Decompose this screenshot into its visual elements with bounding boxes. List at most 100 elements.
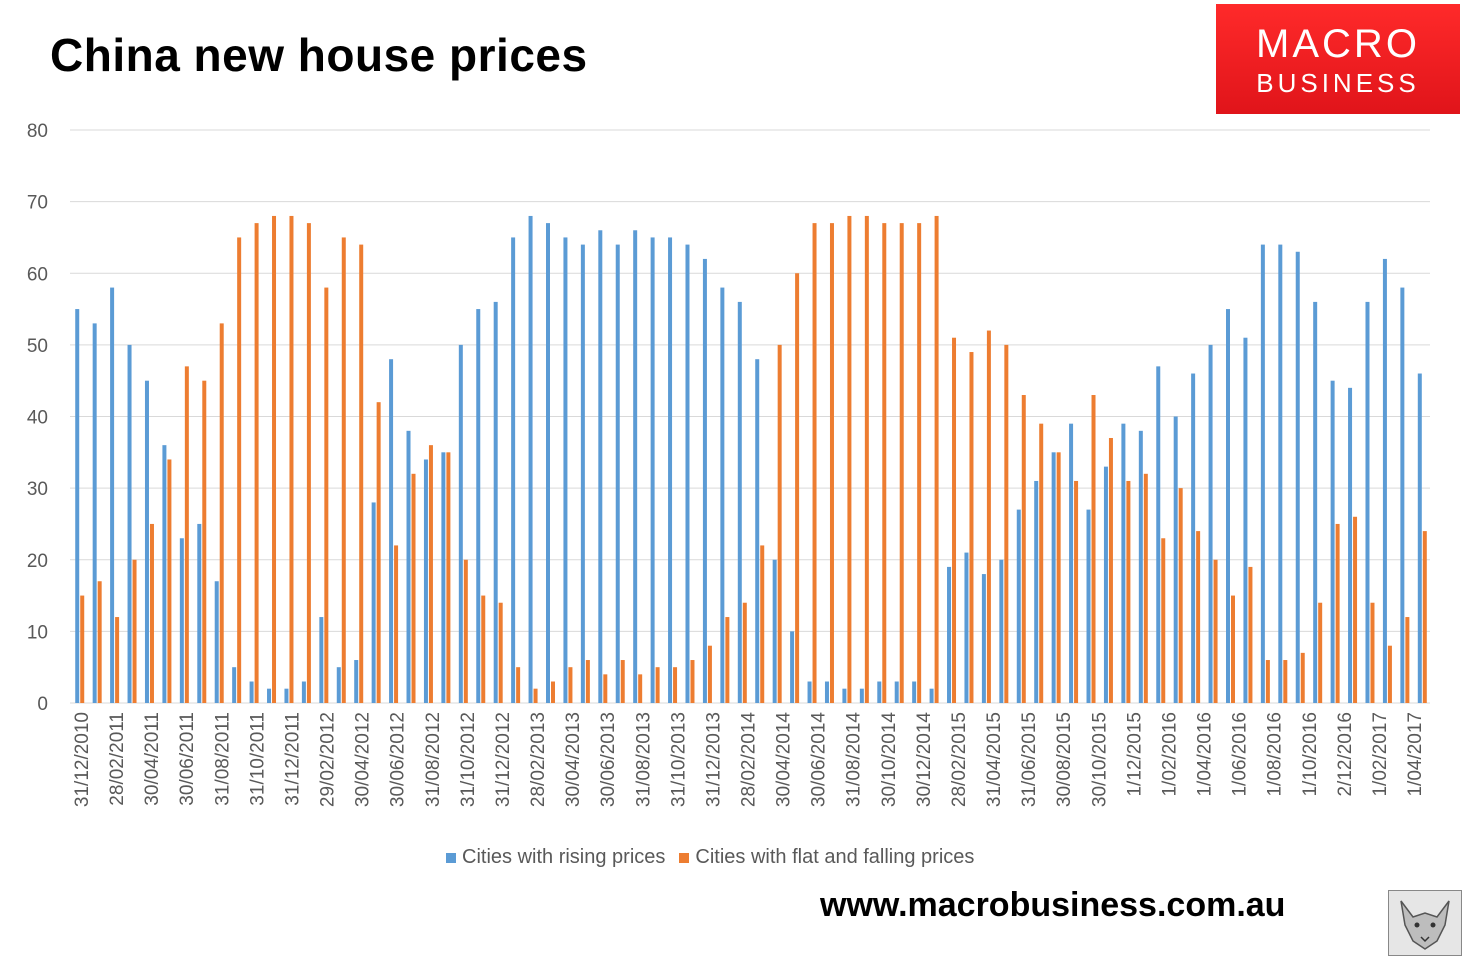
bar-rising bbox=[755, 359, 760, 703]
bar-falling bbox=[463, 559, 468, 703]
x-tick-label: 28/02/2011 bbox=[107, 712, 128, 806]
bar-rising bbox=[476, 309, 481, 703]
bar-rising bbox=[964, 552, 969, 703]
bar-falling bbox=[620, 660, 625, 703]
bar-rising bbox=[702, 258, 707, 703]
x-tick-label: 28/02/2015 bbox=[949, 712, 970, 807]
bar-rising bbox=[633, 230, 638, 703]
x-tick-label: 30/04/2013 bbox=[563, 712, 584, 807]
bar-falling bbox=[376, 402, 381, 703]
x-tick-label: 1/08/2016 bbox=[1265, 712, 1286, 797]
chart-legend: Cities with rising prices Cities with fl… bbox=[446, 846, 974, 869]
bar-rising bbox=[877, 681, 882, 703]
bar-rising bbox=[580, 244, 585, 703]
bar-falling bbox=[585, 660, 590, 703]
bar-falling bbox=[324, 287, 329, 703]
bar-falling bbox=[132, 559, 137, 703]
bar-rising bbox=[1243, 337, 1248, 703]
bar-falling bbox=[202, 380, 207, 703]
y-tick-label: 70 bbox=[27, 193, 48, 214]
bar-falling bbox=[237, 237, 242, 703]
bar-falling bbox=[1021, 395, 1026, 703]
bar-rising bbox=[319, 617, 324, 703]
bar-rising bbox=[668, 237, 673, 703]
bar-rising bbox=[650, 237, 655, 703]
bar-rising bbox=[1226, 309, 1230, 703]
bar-falling bbox=[1143, 473, 1148, 703]
logo-line-2: BUSINESS bbox=[1256, 68, 1420, 98]
bar-rising bbox=[1278, 244, 1283, 703]
bar-falling bbox=[359, 244, 364, 703]
bar-falling bbox=[795, 273, 800, 703]
bar-falling bbox=[568, 667, 573, 703]
bar-falling bbox=[1231, 595, 1235, 703]
x-tick-label: 30/04/2012 bbox=[353, 712, 374, 807]
bar-rising bbox=[981, 574, 986, 703]
bar-falling bbox=[1387, 645, 1392, 703]
x-tick-label: 30/04/2011 bbox=[142, 712, 163, 806]
bar-rising bbox=[162, 445, 167, 703]
bar-falling bbox=[184, 366, 189, 703]
bar-rising bbox=[458, 344, 463, 703]
bar-falling bbox=[690, 660, 695, 703]
logo-line-1: MACRO bbox=[1256, 22, 1420, 66]
x-tick-label: 28/02/2013 bbox=[528, 712, 549, 807]
x-tick-label: 31/10/2011 bbox=[247, 712, 268, 806]
bar-rising bbox=[127, 344, 132, 703]
x-tick-label: 1/02/2017 bbox=[1370, 712, 1391, 797]
bar-rising bbox=[441, 452, 446, 703]
bar-falling bbox=[1335, 523, 1340, 703]
bar-rising bbox=[197, 523, 202, 703]
x-tick-label: 30/06/2012 bbox=[388, 712, 409, 807]
bar-rising bbox=[301, 681, 306, 703]
bar-rising bbox=[493, 301, 498, 703]
bar-falling bbox=[777, 344, 782, 703]
bar-falling bbox=[864, 215, 869, 703]
bar-rising bbox=[807, 681, 812, 703]
bar-falling bbox=[533, 688, 538, 703]
bar-falling bbox=[411, 473, 416, 703]
x-tick-label: 31/10/2012 bbox=[458, 712, 479, 807]
bar-rising bbox=[824, 681, 829, 703]
bar-falling bbox=[1318, 602, 1323, 703]
bar-rising bbox=[110, 287, 115, 703]
x-tick-label: 30/06/2013 bbox=[598, 712, 619, 807]
bar-falling bbox=[742, 602, 747, 703]
bar-falling bbox=[882, 223, 887, 704]
bar-falling bbox=[394, 545, 399, 703]
bar-falling bbox=[306, 223, 311, 704]
bar-rising bbox=[685, 244, 690, 703]
x-tick-label: 2/12/2016 bbox=[1335, 712, 1356, 797]
bar-falling bbox=[1126, 480, 1131, 703]
bar-falling bbox=[917, 223, 922, 704]
bar-rising bbox=[1400, 287, 1405, 703]
bar-rising bbox=[1051, 452, 1056, 703]
bar-falling bbox=[97, 581, 102, 703]
bar-rising bbox=[75, 309, 80, 703]
bar-falling bbox=[847, 215, 852, 703]
bar-falling bbox=[655, 667, 660, 703]
y-tick-label: 20 bbox=[27, 551, 48, 572]
x-tick-label: 31/08/2013 bbox=[633, 712, 654, 807]
bar-falling bbox=[1353, 516, 1358, 703]
bar-falling bbox=[272, 215, 277, 703]
bar-rising bbox=[1016, 509, 1021, 703]
bar-falling bbox=[1178, 488, 1183, 703]
bar-falling bbox=[638, 674, 643, 703]
bar-rising bbox=[1295, 251, 1300, 703]
bar-falling bbox=[760, 545, 765, 703]
x-tick-label: 30/10/2014 bbox=[879, 712, 900, 808]
bar-falling bbox=[1300, 652, 1305, 703]
bar-rising bbox=[912, 681, 917, 703]
bar-rising bbox=[859, 688, 864, 703]
bar-falling bbox=[1213, 559, 1218, 703]
legend-label-falling: Cities with flat and falling prices bbox=[695, 846, 975, 868]
bar-falling bbox=[516, 667, 521, 703]
bar-rising bbox=[249, 681, 254, 703]
bar-rising bbox=[546, 223, 550, 704]
bar-rising bbox=[284, 688, 289, 703]
bar-rising bbox=[563, 237, 568, 703]
bar-rising bbox=[772, 559, 777, 703]
x-tick-label: 30/10/2015 bbox=[1089, 712, 1110, 807]
